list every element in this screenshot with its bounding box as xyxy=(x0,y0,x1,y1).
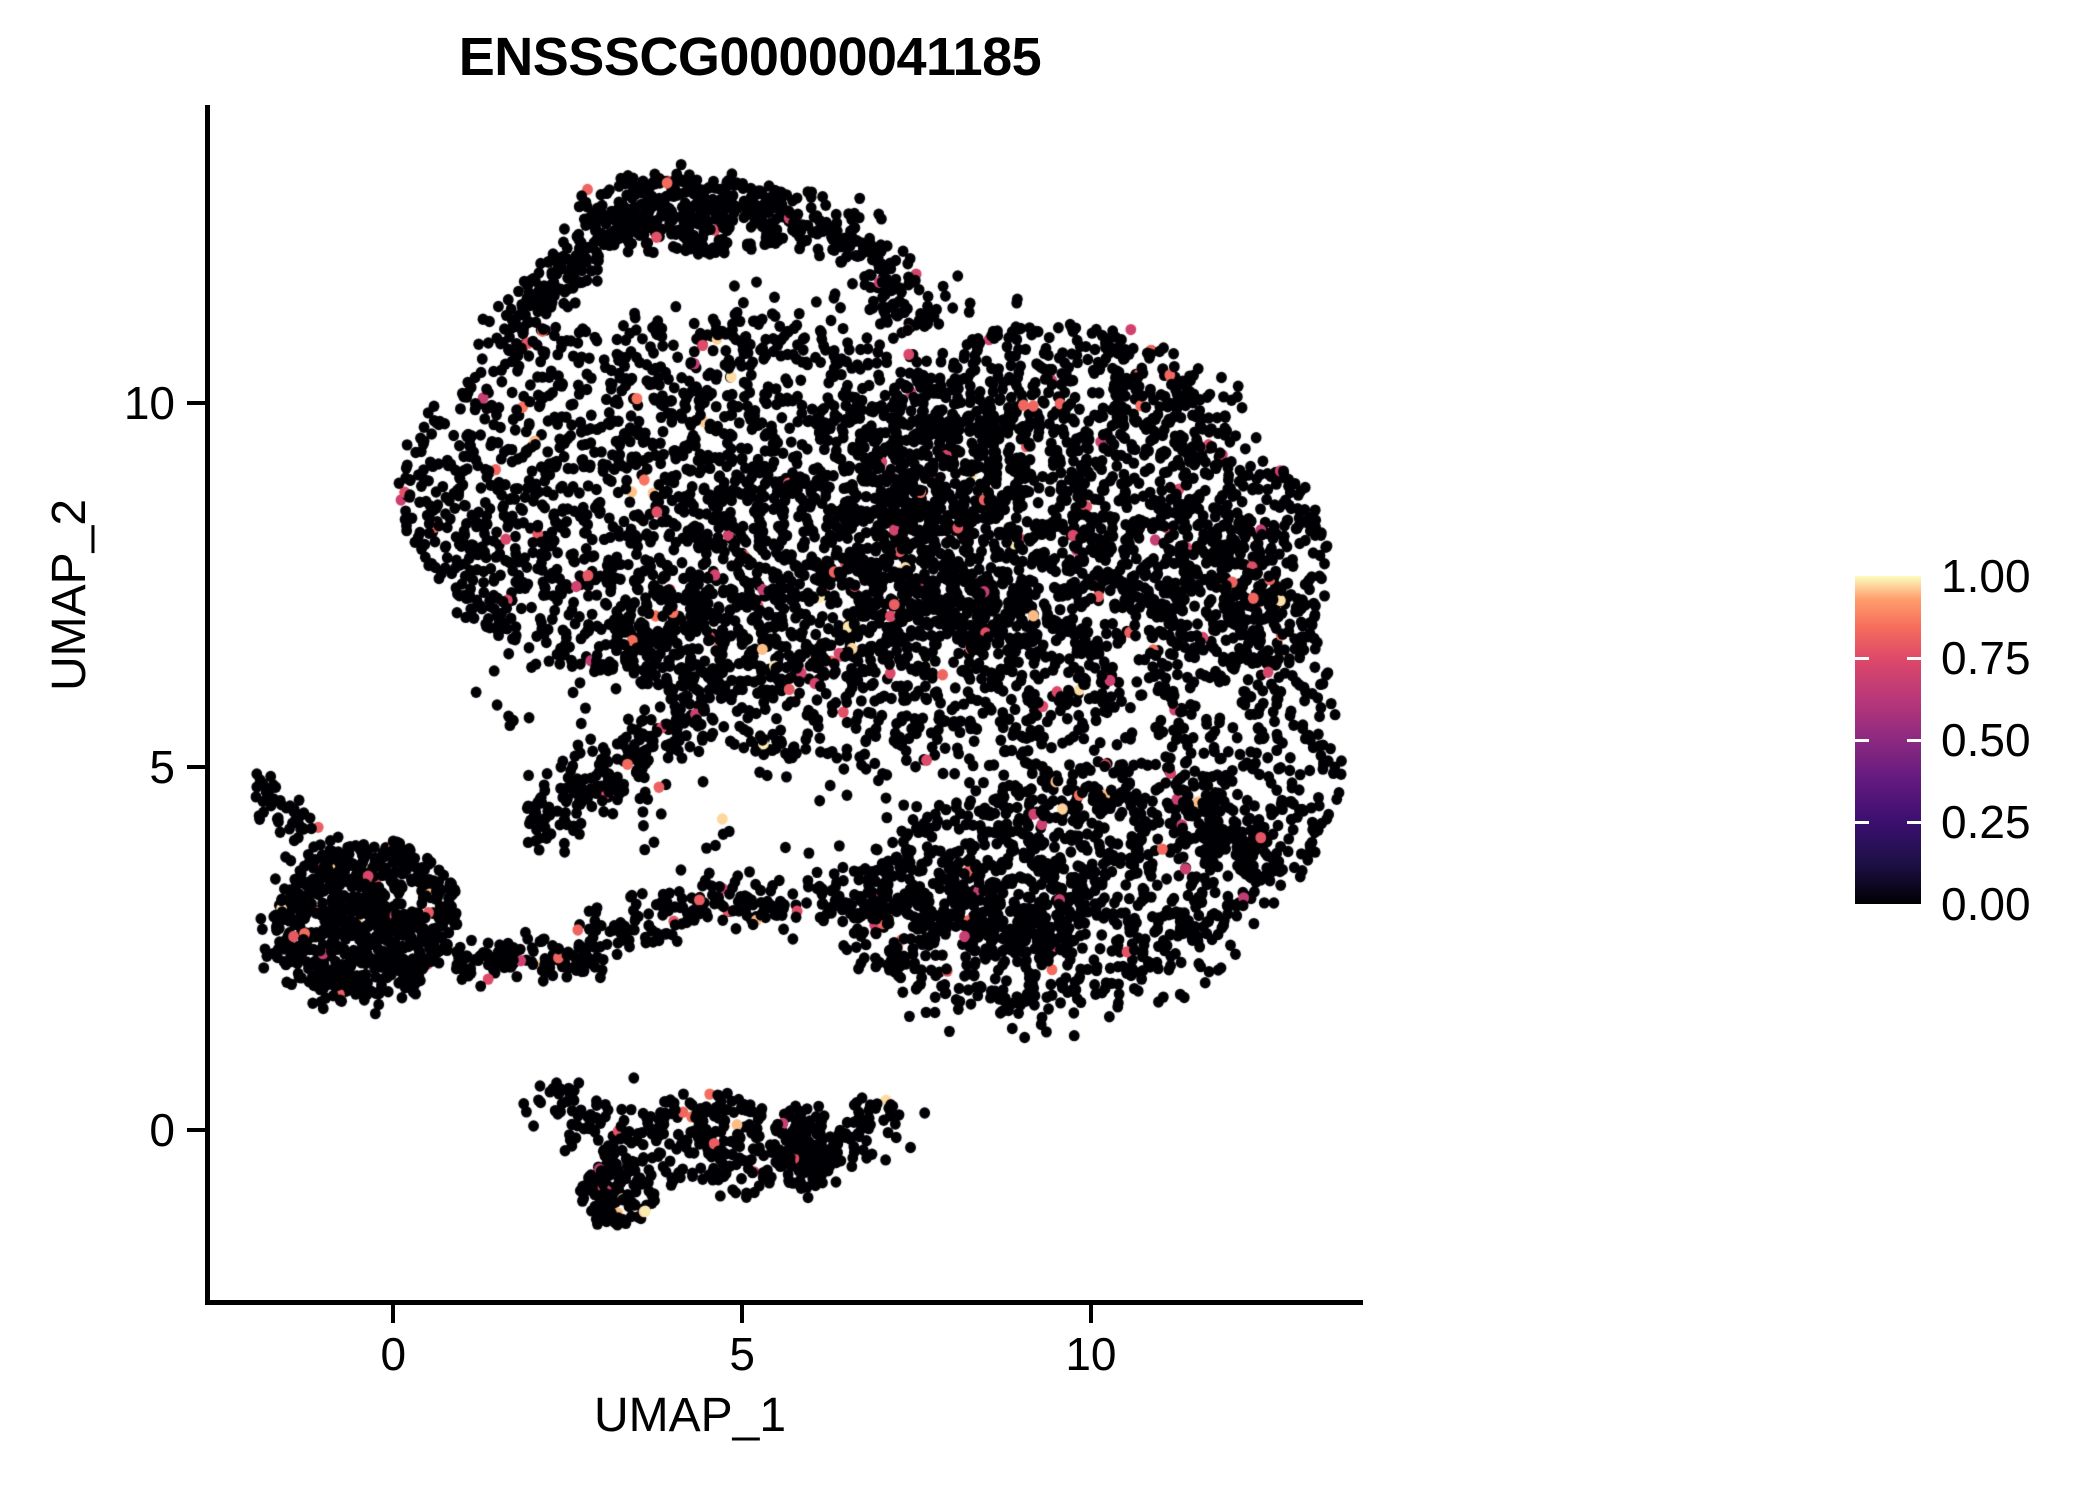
legend-tick-mark xyxy=(1907,821,1921,824)
x-tick-label: 10 xyxy=(1065,1328,1117,1380)
legend-tick-label: 0.00 xyxy=(1941,878,2031,930)
x-tick-label: 0 xyxy=(380,1328,407,1380)
legend-tick-mark xyxy=(1907,657,1921,660)
x-tick-label: 5 xyxy=(729,1328,755,1380)
y-tick-label: 10 xyxy=(123,377,175,430)
legend-tick-label: 0.25 xyxy=(1941,796,2031,848)
x-tick-mark xyxy=(740,1305,745,1323)
y-tick-mark xyxy=(187,1128,205,1133)
legend-tick-mark xyxy=(1855,739,1869,742)
scatter-points-canvas xyxy=(205,105,1363,1305)
legend-tick-mark xyxy=(1907,739,1921,742)
legend-tick-label: 0.75 xyxy=(1941,632,2031,684)
legend-tick-label: 1.00 xyxy=(1941,550,2031,602)
x-tick-mark xyxy=(391,1305,396,1323)
x-axis-title: UMAP_1 xyxy=(593,1389,787,1442)
legend-tick-label: 0.50 xyxy=(1941,714,2031,766)
y-tick-mark xyxy=(187,764,205,769)
legend-tick-mark xyxy=(1855,821,1869,824)
legend-tick-mark xyxy=(1855,657,1869,660)
y-tick-mark xyxy=(187,401,205,406)
y-tick-label: 0 xyxy=(149,1104,175,1157)
page-title: ENSSSCG00000041185 xyxy=(458,27,1042,87)
y-tick-label: 5 xyxy=(149,740,175,793)
x-tick-mark xyxy=(1088,1305,1093,1323)
